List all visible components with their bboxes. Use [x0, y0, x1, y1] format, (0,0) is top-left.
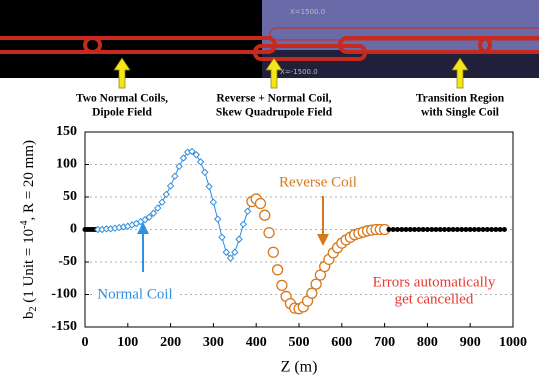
point: [391, 227, 396, 232]
coord-label: X=-1500.0: [280, 68, 318, 76]
coord-label: X=1500.0: [290, 8, 325, 16]
coil-image: X=1500.0 X=-1500.0: [0, 0, 539, 88]
point: [255, 199, 265, 209]
y-axis-label: b2 (1 Unit = 10-4, R = 20 mm): [19, 140, 39, 319]
point: [472, 227, 477, 232]
caption: with Single Coil: [421, 107, 499, 119]
point: [476, 227, 481, 232]
point: [421, 227, 426, 232]
y-tick-label: -50: [58, 254, 77, 269]
point: [215, 216, 221, 222]
y-axis-label-part: -4: [19, 221, 30, 229]
x-tick-label: 200: [160, 335, 181, 350]
point: [489, 227, 494, 232]
point: [219, 234, 225, 240]
point: [502, 227, 507, 232]
y-tick-label: -150: [51, 319, 77, 334]
point: [455, 227, 460, 232]
y-tick-label: 100: [56, 157, 77, 172]
x-tick-label: 1000: [499, 335, 527, 350]
x-tick-label: 900: [460, 335, 481, 350]
point: [206, 184, 212, 190]
page: {"image_labels": {"coord_left": "X=-1500…: [0, 0, 539, 383]
point: [311, 279, 321, 289]
x-tick-label: 400: [246, 335, 267, 350]
point: [198, 159, 204, 165]
point: [446, 227, 451, 232]
series-annotation: Normal Coil: [97, 286, 172, 302]
point: [168, 183, 174, 189]
y-axis-label-part: (1 Unit = 10: [21, 229, 37, 307]
point: [210, 199, 216, 205]
figure: X=1500.0 X=-1500.0 Two Normal Coils, Dipo…: [0, 0, 539, 383]
point: [260, 210, 270, 220]
annotation-arrows: [137, 196, 329, 272]
x-tick-label: 600: [331, 335, 352, 350]
point: [468, 227, 473, 232]
point: [245, 208, 251, 214]
y-tick-label: -100: [51, 287, 77, 302]
point: [485, 227, 490, 232]
point: [408, 227, 413, 232]
point: [433, 227, 438, 232]
annotation: get cancelled: [395, 291, 474, 307]
point: [459, 227, 464, 232]
point: [404, 227, 409, 232]
x-tick-label: 0: [82, 335, 89, 350]
x-tick-label: 300: [203, 335, 224, 350]
point: [163, 191, 169, 197]
y-tick-label: 150: [56, 124, 77, 139]
caption: Dipole Field: [92, 107, 152, 119]
point: [307, 288, 317, 298]
x-tick-label: 800: [417, 335, 438, 350]
point: [412, 227, 417, 232]
caption: Transition Region: [416, 93, 505, 105]
x-axis-label: Z (m): [281, 359, 318, 376]
point: [273, 265, 283, 275]
x-tick-label: 100: [117, 335, 138, 350]
annotation: Errors automatically: [373, 274, 496, 290]
point: [463, 227, 468, 232]
series-line: [98, 152, 252, 259]
y-tick-label: 0: [70, 222, 77, 237]
point: [429, 227, 434, 232]
caption: Skew Quadrupole Field: [216, 107, 333, 119]
caption: Reverse + Normal Coil,: [216, 93, 331, 105]
point: [386, 227, 391, 232]
point: [264, 228, 274, 238]
point: [395, 227, 400, 232]
point: [481, 227, 486, 232]
point: [451, 227, 456, 232]
point: [268, 247, 278, 257]
point: [277, 280, 287, 290]
point: [240, 221, 246, 227]
point: [498, 227, 503, 232]
x-tick-label: 700: [374, 335, 395, 350]
point: [399, 227, 404, 232]
y-axis-label-part: , R = 20 mm): [21, 140, 37, 221]
point: [202, 169, 208, 175]
point: [442, 227, 447, 232]
y-axis-label-part: b: [21, 312, 37, 320]
point: [416, 227, 421, 232]
point: [425, 227, 430, 232]
caption: Two Normal Coils,: [76, 93, 168, 105]
point: [493, 227, 498, 232]
series-annotation: Reverse Coil: [279, 174, 357, 190]
point: [236, 236, 242, 242]
point: [438, 227, 443, 232]
y-tick-label: 50: [63, 189, 77, 204]
point: [172, 173, 178, 179]
x-tick-label: 500: [289, 335, 310, 350]
